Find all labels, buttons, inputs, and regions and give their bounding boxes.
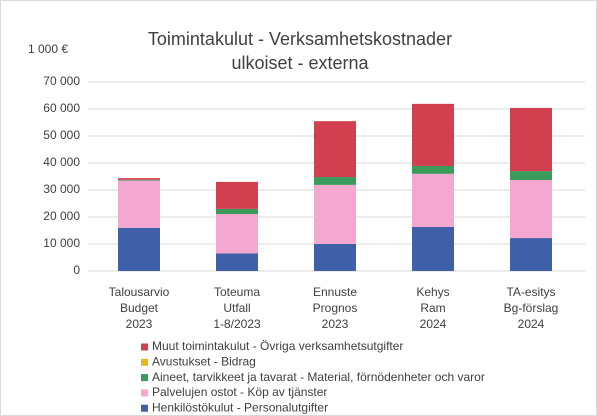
bar-segment: [216, 208, 258, 215]
bar-segment: [510, 171, 552, 181]
x-tick-label: Kehys: [416, 285, 449, 299]
bar-segment: [118, 179, 160, 181]
y-tick-label: 10 000: [43, 236, 80, 250]
bar-segment: [314, 121, 356, 178]
legend-label: Aineet, tarvikkeet ja tavarat - Material…: [152, 370, 485, 384]
unit-label: 1 000 €: [28, 42, 68, 56]
bar-segment: [216, 181, 258, 209]
x-tick-label: Budget: [120, 301, 159, 315]
x-tick-label: Ram: [420, 301, 445, 315]
bar-segment: [412, 226, 454, 271]
bar-segment: [118, 227, 160, 271]
legend-swatch: [141, 343, 148, 351]
chart-title: Toimintakulut - Verksamhetskostnader: [148, 29, 452, 49]
bar-segment: [118, 178, 160, 180]
x-tick-label: 2024: [518, 317, 545, 331]
bar-segment: [510, 238, 552, 271]
y-tick-label: 0: [73, 263, 80, 277]
legend-swatch: [141, 389, 148, 397]
y-tick-label: 60 000: [43, 101, 80, 115]
bar-segment: [314, 184, 356, 244]
x-tick-label: 2024: [420, 317, 447, 331]
bar-segment: [510, 180, 552, 239]
bar-segment: [412, 103, 454, 166]
x-tick-label: 2023: [322, 317, 349, 331]
bar-segment: [314, 177, 356, 185]
legend-swatch: [141, 374, 148, 382]
bar-segment: [314, 244, 356, 271]
legend-label: Muut toimintakulut - Övriga verksamhetsu…: [152, 339, 403, 353]
legend-label: Henkilöstökulut - Personalutgifter: [152, 400, 328, 414]
legend-label: Avustukset - Bidrag: [152, 354, 256, 368]
y-tick-label: 40 000: [43, 155, 80, 169]
chart-title: ulkoiset - externa: [231, 53, 369, 73]
y-tick-label: 70 000: [43, 74, 80, 88]
x-tick-label: Prognos: [313, 301, 358, 315]
bar-segment: [216, 253, 258, 271]
legend-swatch: [141, 358, 148, 366]
x-tick-label: TA-esitys: [506, 285, 555, 299]
y-tick-label: 30 000: [43, 182, 80, 196]
y-tick-label: 50 000: [43, 128, 80, 142]
bar-segment: [216, 214, 258, 254]
x-tick-label: Toteuma: [214, 285, 260, 299]
x-tick-label: Ennuste: [313, 285, 357, 299]
x-tick-label: Utfall: [223, 301, 250, 315]
bar-segment: [510, 107, 552, 172]
x-tick-label: Talousarvio: [109, 285, 170, 299]
x-tick-label: 1-8/2023: [213, 317, 261, 331]
x-tick-label: Bg-förslag: [504, 301, 559, 315]
legend-label: Palvelujen ostot - Köp av tjänster: [152, 385, 327, 399]
bar-segment: [118, 180, 160, 228]
x-tick-label: 2023: [126, 317, 153, 331]
legend-swatch: [141, 404, 148, 412]
bar-segment: [412, 165, 454, 174]
bar-segment: [412, 173, 454, 227]
y-tick-label: 20 000: [43, 209, 80, 223]
